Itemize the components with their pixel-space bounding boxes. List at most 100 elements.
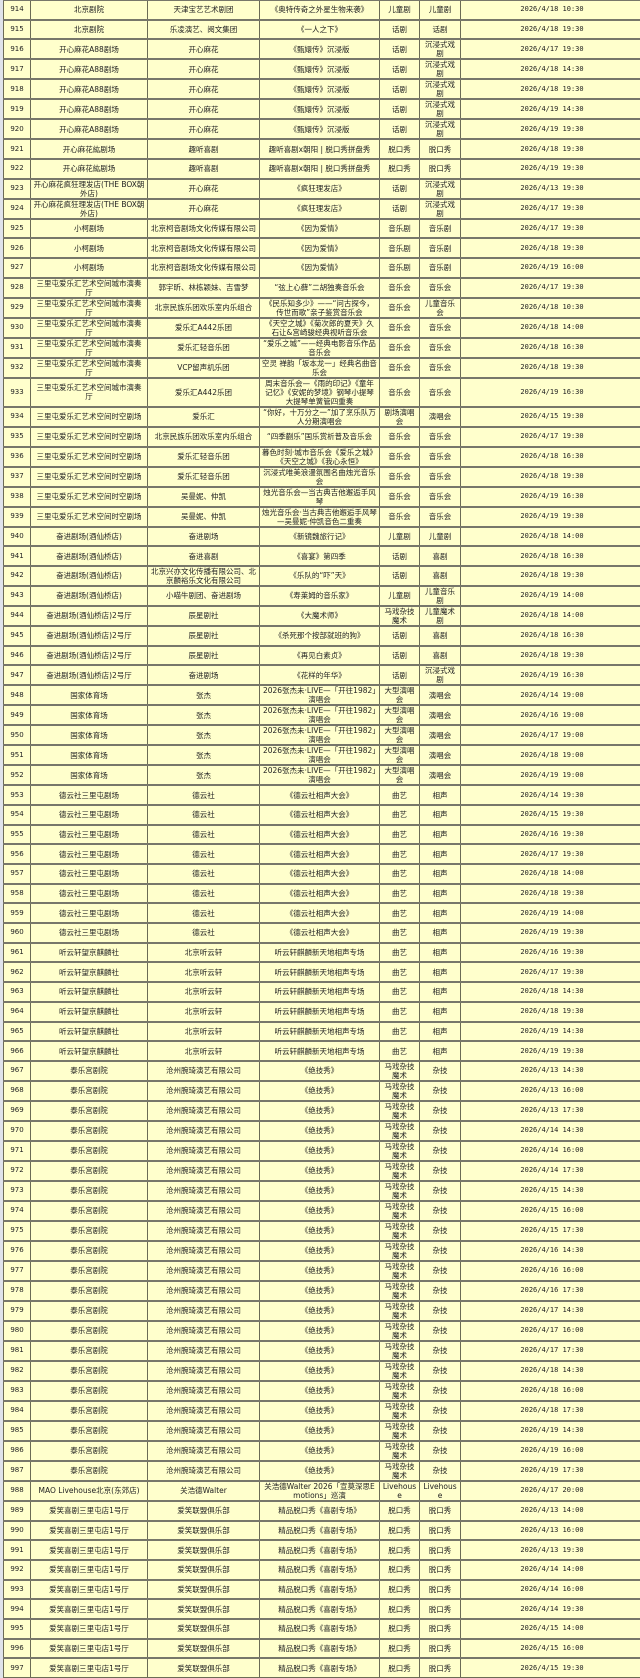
show-title-cell: 《绝技秀》 <box>260 1281 380 1301</box>
organizer-cell: 辰星剧社 <box>148 626 260 646</box>
subcategory-cell: 儿童音乐会 <box>420 298 461 318</box>
show-title-cell: 《绝技秀》 <box>260 1381 380 1401</box>
row-number-cell: 972 <box>4 1161 31 1181</box>
row-number-cell: 935 <box>4 427 31 447</box>
show-title-cell: 《绝技秀》 <box>260 1201 380 1221</box>
organizer-cell: 关浩德Walter <box>148 1481 260 1501</box>
organizer-cell: 沧州腕琦演艺有限公司 <box>148 1301 260 1321</box>
subcategory-cell: 音乐会 <box>420 318 461 338</box>
show-title-cell: 《绝技秀》 <box>260 1361 380 1381</box>
show-time-cell: 2026/4/18 19:30 <box>461 884 640 904</box>
show-time-cell: 2026/4/18 16:00 <box>461 1381 640 1401</box>
show-title-cell: 精品脱口秀《喜剧专场》 <box>260 1501 380 1521</box>
venue-cell: 开心麻花A88剧场 <box>31 99 148 119</box>
category-cell: 话剧 <box>380 566 420 586</box>
show-title-cell: 《绝技秀》 <box>260 1181 380 1201</box>
organizer-cell: 沧州腕琦演艺有限公司 <box>148 1401 260 1421</box>
row-number-cell: 975 <box>4 1221 31 1241</box>
row-number-cell: 958 <box>4 884 31 904</box>
category-cell: 曲艺 <box>380 1022 420 1042</box>
show-title-cell: 精品脱口秀《喜剧专场》 <box>260 1540 380 1560</box>
category-cell: 曲艺 <box>380 923 420 943</box>
venue-cell: MAO Livehouse北京(东郊店) <box>31 1481 148 1501</box>
category-cell: 曲艺 <box>380 825 420 845</box>
show-title-cell: 《杀死那个按部就班的狗》 <box>260 626 380 646</box>
organizer-cell: 德云社 <box>148 805 260 825</box>
show-title-cell: 精品脱口秀《喜剧专场》 <box>260 1639 380 1659</box>
show-title-cell: 《甄嬛传》沉浸版 <box>260 79 380 99</box>
row-number-cell: 984 <box>4 1401 31 1421</box>
show-time-cell: 2026/4/19 16:00 <box>461 258 640 278</box>
row-number-cell: 980 <box>4 1321 31 1341</box>
organizer-cell: 沧州腕琦演艺有限公司 <box>148 1121 260 1141</box>
category-cell: 音乐会 <box>380 447 420 467</box>
category-cell: 儿童剧 <box>380 527 420 547</box>
show-time-cell: 2026/4/15 19:30 <box>461 805 640 825</box>
row-number-cell: 945 <box>4 626 31 646</box>
show-title-cell: 2026张杰未·LIVE—「开往1982」演唱会 <box>260 725 380 745</box>
row-number-cell: 936 <box>4 447 31 467</box>
row-number-cell: 918 <box>4 79 31 99</box>
category-cell: 脱口秀 <box>380 139 420 159</box>
subcategory-cell: 脱口秀 <box>420 1501 461 1521</box>
organizer-cell: 开心麻花 <box>148 179 260 199</box>
show-time-cell: 2026/4/19 19:30 <box>461 119 640 139</box>
category-cell: 脱口秀 <box>380 1658 420 1677</box>
show-time-cell: 2026/4/18 14:30 <box>461 59 640 79</box>
venue-cell: 小柯剧场 <box>31 258 148 278</box>
subcategory-cell: 音乐会 <box>420 447 461 467</box>
show-title-cell: 《因为爱情》 <box>260 219 380 239</box>
subcategory-cell: 音乐剧 <box>420 238 461 258</box>
show-time-cell: 2026/4/19 16:30 <box>461 665 640 685</box>
venue-cell: 开心麻花A88剧场 <box>31 79 148 99</box>
row-number-cell: 915 <box>4 20 31 40</box>
organizer-cell: 沧州腕琦演艺有限公司 <box>148 1201 260 1221</box>
category-cell: 马戏杂技魔术 <box>380 1381 420 1401</box>
venue-cell: 泰乐宫剧院 <box>31 1181 148 1201</box>
subcategory-cell: 沉浸式戏剧 <box>420 79 461 99</box>
show-time-cell: 2026/4/19 19:00 <box>461 765 640 785</box>
row-number-cell: 919 <box>4 99 31 119</box>
show-title-cell: 《奥特传奇之外星生物来袭》 <box>260 0 380 20</box>
show-title-cell: 《绝技秀》 <box>260 1321 380 1341</box>
organizer-cell: 爱乐汇A442乐团 <box>148 318 260 338</box>
show-time-cell: 2026/4/17 19:30 <box>461 278 640 298</box>
subcategory-cell: 脱口秀 <box>420 1580 461 1600</box>
show-time-cell: 2026/4/18 19:30 <box>461 467 640 487</box>
organizer-cell: 爱乐汇轻音乐团 <box>148 338 260 358</box>
subcategory-cell: 音乐会 <box>420 378 461 407</box>
show-time-cell: 2026/4/17 20:00 <box>461 1481 640 1501</box>
venue-cell: 爱笑喜剧三里屯店1号厅 <box>31 1619 148 1639</box>
organizer-cell: 沧州腕琦演艺有限公司 <box>148 1101 260 1121</box>
show-time-cell: 2026/4/19 19:30 <box>461 507 640 527</box>
show-title-cell: 2026张杰未·LIVE—「开往1982」演唱会 <box>260 765 380 785</box>
venue-cell: 泰乐宫剧院 <box>31 1101 148 1121</box>
subcategory-cell: 杂技 <box>420 1381 461 1401</box>
subcategory-cell: 杂技 <box>420 1061 461 1081</box>
subcategory-cell: 演唱会 <box>420 745 461 765</box>
row-number-cell: 940 <box>4 527 31 547</box>
subcategory-cell: 杂技 <box>420 1361 461 1381</box>
subcategory-cell: 喜剧 <box>420 646 461 666</box>
show-title-cell: “四季蒯乐”国乐赏析普及音乐会 <box>260 427 380 447</box>
subcategory-cell: 杂技 <box>420 1221 461 1241</box>
category-cell: 马戏杂技魔术 <box>380 1061 420 1081</box>
show-time-cell: 2026/4/17 17:30 <box>461 1341 640 1361</box>
organizer-cell: 北京民族乐团欢乐室内乐组合 <box>148 298 260 318</box>
category-cell: 音乐剧 <box>380 258 420 278</box>
show-title-cell: 《一人之下》 <box>260 20 380 40</box>
show-time-cell: 2026/4/15 17:30 <box>461 1221 640 1241</box>
venue-cell: 泰乐宫剧院 <box>31 1341 148 1361</box>
organizer-cell: 开心麻花 <box>148 59 260 79</box>
